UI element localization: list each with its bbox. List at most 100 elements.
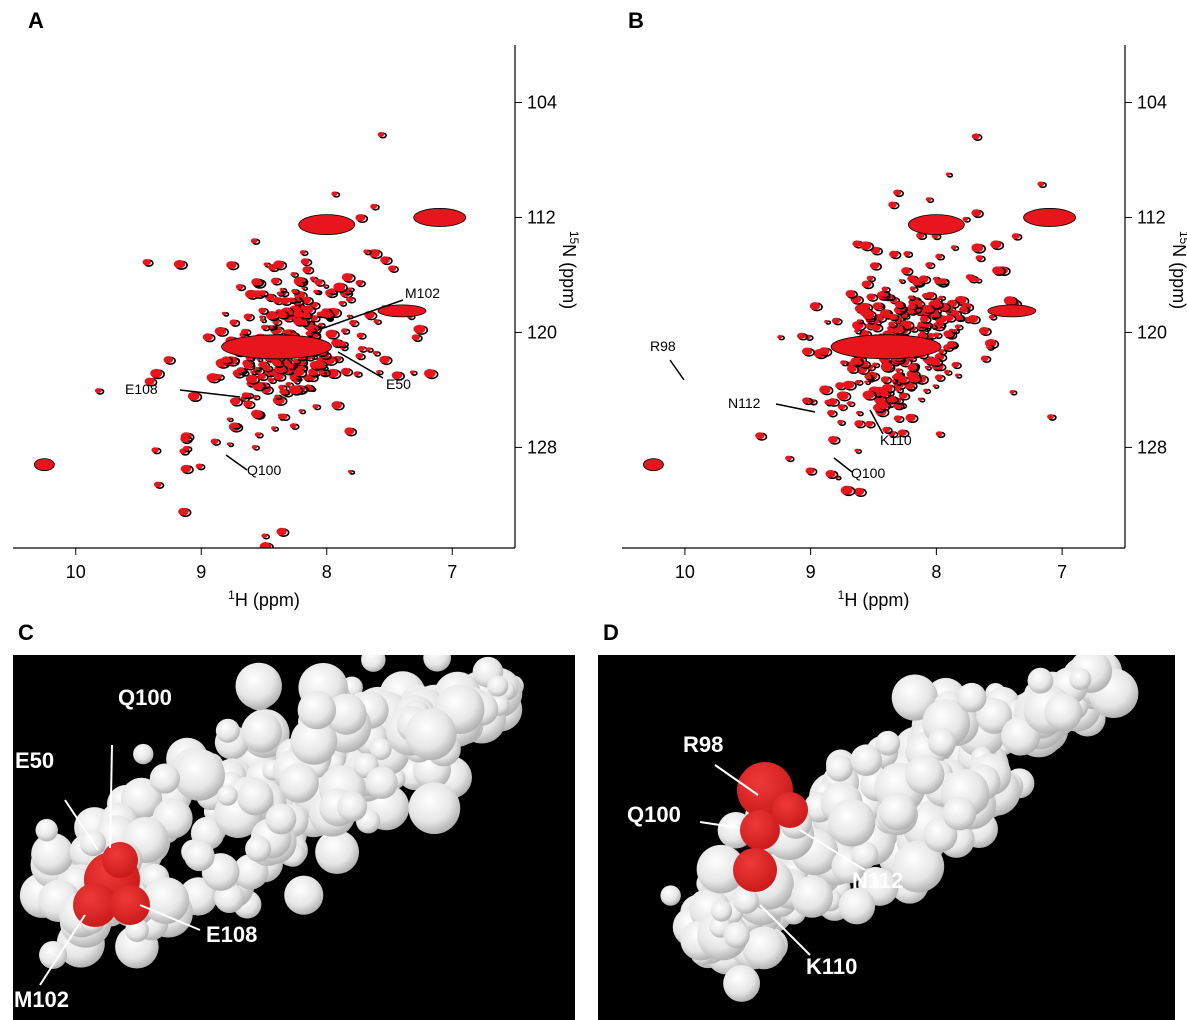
peak-red — [277, 310, 287, 319]
peak-red — [954, 324, 961, 329]
peak-red — [251, 278, 262, 286]
peak-red — [187, 391, 200, 401]
x-tick-label: 9 — [806, 562, 816, 582]
surface-bump — [365, 766, 398, 799]
leader-line — [64, 799, 99, 851]
peak-red — [785, 455, 792, 461]
peak-red — [891, 324, 904, 334]
peak-cluster — [907, 214, 965, 236]
peak-red — [372, 350, 379, 356]
peak-red — [990, 240, 1002, 249]
peak-red — [328, 288, 336, 294]
peak-red — [270, 277, 280, 285]
peak-red — [888, 321, 896, 327]
peak-red — [872, 302, 883, 310]
peak-red — [373, 319, 380, 324]
surface-bump — [850, 744, 883, 776]
peak-red — [922, 304, 933, 313]
leader-line — [833, 457, 853, 473]
peak-red — [312, 404, 319, 409]
peak-red — [923, 388, 929, 393]
peak-red — [935, 253, 943, 259]
spectrum-panel: B 10 9 8 7 104 112 120 128 1H (ppm) 15N (ppm) R98 N1… — [622, 8, 1187, 610]
peak-red — [898, 279, 904, 283]
peak-red — [298, 409, 304, 413]
peak-red — [252, 410, 263, 419]
peak-red — [908, 303, 916, 309]
surface-bump — [791, 875, 834, 918]
peak-red — [94, 388, 102, 394]
peak-red — [285, 381, 292, 387]
peak-red — [802, 397, 811, 404]
binding-patch — [110, 885, 150, 925]
surface-bump — [878, 792, 917, 831]
surface-bump — [315, 830, 360, 874]
peak-red — [300, 258, 310, 265]
peak-red — [925, 197, 932, 202]
surface-bump — [742, 926, 786, 970]
peak-red — [903, 251, 911, 257]
peak-red — [274, 394, 280, 399]
peak-red — [279, 297, 290, 305]
peak-red — [245, 289, 257, 299]
surface-bump — [393, 602, 444, 653]
peak-red — [339, 341, 347, 347]
peak-red — [864, 373, 872, 380]
surface-bump — [733, 887, 760, 914]
surface-bump — [215, 718, 240, 743]
surface-bump — [1044, 693, 1083, 732]
surface-bump — [487, 675, 509, 697]
peak-red — [288, 385, 301, 395]
peak-red — [245, 374, 258, 384]
peak-red — [881, 383, 893, 393]
peak-red — [755, 432, 765, 440]
peak-red — [344, 427, 355, 435]
peak-red — [302, 305, 314, 314]
peak-red — [173, 259, 186, 269]
peak-red — [313, 359, 325, 369]
superscript: 1 — [228, 588, 235, 602]
peak-red — [163, 356, 174, 364]
peak-red — [866, 293, 876, 301]
peak-red — [180, 464, 192, 473]
peak-red — [150, 368, 163, 378]
peak-red — [379, 355, 390, 364]
peak-red — [888, 201, 897, 208]
peak-red — [853, 358, 862, 365]
peak-cluster — [298, 214, 356, 236]
peak-red — [411, 334, 420, 341]
surface-bump — [325, 693, 367, 735]
leader-line — [109, 744, 113, 849]
peak-red — [929, 357, 941, 366]
peak-red — [967, 275, 977, 282]
peak-cluster — [413, 208, 467, 227]
peak-red — [978, 327, 989, 335]
leader-line — [139, 904, 201, 931]
superscript: 15 — [1177, 231, 1187, 245]
peak-red — [180, 435, 190, 443]
peak-red — [967, 315, 979, 323]
surface-bump — [237, 779, 274, 816]
peak-red — [777, 335, 783, 339]
peak-red — [947, 341, 957, 348]
peak-red — [313, 333, 319, 339]
peak-red — [935, 431, 943, 437]
leader-line — [179, 389, 241, 398]
structure-panel: D R98 Q100 N112 K110 — [598, 620, 1175, 1020]
peak-red — [938, 349, 945, 354]
peak-red — [331, 401, 342, 410]
peak-red — [861, 280, 872, 288]
peak-red — [333, 282, 346, 292]
peak-red — [279, 413, 288, 420]
peak-red — [409, 370, 415, 375]
surface-bump — [838, 887, 876, 925]
annotation: K110 — [880, 432, 912, 448]
peak-red — [952, 329, 958, 333]
surface-bump — [710, 900, 733, 922]
peak-red — [254, 432, 262, 437]
peak-red — [226, 261, 237, 269]
annotation: E50 — [386, 376, 411, 392]
peak-red — [341, 273, 353, 282]
peak-red — [250, 370, 255, 374]
peak-red — [278, 384, 285, 390]
